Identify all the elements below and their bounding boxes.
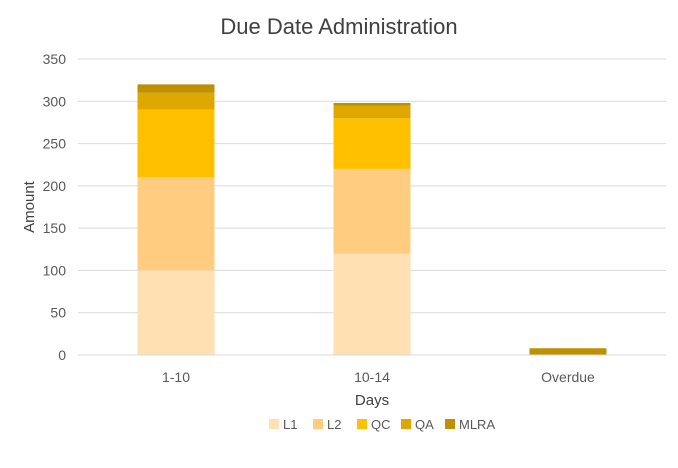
y-tick-label: 0	[58, 347, 66, 363]
legend-swatch-l2	[313, 419, 323, 429]
y-tick-label: 250	[43, 136, 67, 152]
legend-label-mlra: MLRA	[459, 417, 495, 432]
bar-qc-10-14	[333, 118, 411, 169]
x-tick-label: Overdue	[541, 369, 595, 385]
y-tick-label: 150	[43, 220, 67, 236]
bars	[137, 84, 607, 355]
bar-mlra-overdue	[529, 348, 607, 355]
x-axis-label: Days	[355, 392, 389, 409]
y-tick-label: 50	[50, 305, 66, 321]
legend-label-l2: L2	[327, 417, 341, 432]
legend: L1 L2 QC QA MLRA	[269, 417, 495, 432]
y-axis-label: Amount	[21, 180, 38, 233]
y-tick-label: 200	[43, 178, 67, 194]
bar-qc-1-10	[137, 109, 215, 178]
x-axis-ticks: 1-10 10-14 Overdue	[162, 369, 595, 385]
legend-swatch-qc	[357, 419, 367, 429]
x-tick-label: 1-10	[162, 369, 190, 385]
bar-l1-10-14	[333, 253, 411, 355]
y-tick-label: 350	[43, 51, 67, 67]
legend-label-l1: L1	[283, 417, 297, 432]
bar-mlra-1-10	[137, 84, 215, 93]
bar-l2-1-10	[137, 177, 215, 271]
chart-title: Due Date Administration	[220, 14, 457, 39]
y-tick-label: 100	[43, 262, 67, 278]
legend-label-qa: QA	[415, 417, 434, 432]
bar-l2-10-14	[333, 168, 411, 254]
x-tick-label: 10-14	[354, 369, 390, 385]
legend-swatch-mlra	[445, 419, 455, 429]
y-tick-label: 300	[43, 93, 67, 109]
legend-label-qc: QC	[371, 417, 391, 432]
bar-qa-10-14	[333, 105, 411, 119]
legend-swatch-qa	[401, 419, 411, 429]
y-axis-ticks: 0 50 100 150 200 250 300 350	[43, 51, 67, 363]
legend-swatch-l1	[269, 419, 279, 429]
bar-qa-1-10	[137, 92, 215, 110]
bar-mlra-10-14	[333, 102, 411, 106]
bar-l1-1-10	[137, 270, 215, 355]
